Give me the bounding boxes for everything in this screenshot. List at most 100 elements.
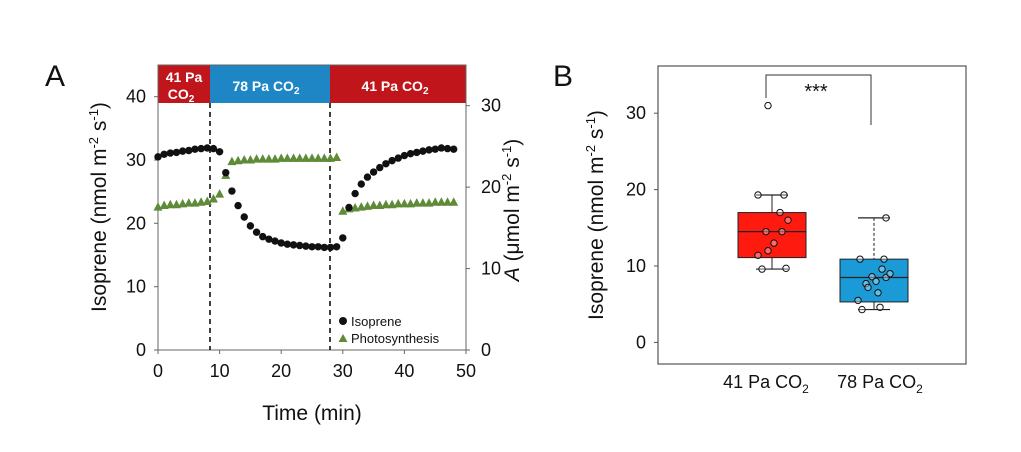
- isoprene-point: [437, 144, 446, 152]
- photosynthesis-point: [325, 153, 335, 162]
- isoprene-point: [308, 243, 316, 251]
- isoprene-point: [160, 150, 168, 158]
- isoprene-point: [295, 241, 304, 250]
- category-label-41: 41 Pa CO2: [723, 372, 809, 396]
- photosynthesis-point: [202, 196, 212, 205]
- panel-a-left-y-axis-title: Isoprene (nmol m-2 s-1): [86, 102, 111, 312]
- photosynthesis-point: [165, 199, 175, 209]
- right-y-tick-label: 10: [481, 259, 501, 279]
- photosynthesis-point: [215, 189, 225, 198]
- band-phase-3-label: 41 Pa CO2: [361, 78, 428, 97]
- isoprene-point: [222, 168, 230, 177]
- isoprene-point: [265, 235, 273, 243]
- data-point: [854, 296, 862, 305]
- panel-a-left-y-ticks: 0 10 20 30 40: [126, 87, 158, 360]
- isoprene-point: [419, 147, 427, 155]
- panel-b-data-marks: [737, 101, 909, 314]
- data-point: [758, 265, 766, 273]
- data-point: [858, 305, 866, 314]
- data-point: [876, 303, 884, 311]
- isoprene-point: [345, 203, 353, 212]
- legend-isoprene-marker: [339, 317, 347, 325]
- data-point: [864, 283, 872, 292]
- photosynthesis-point: [399, 198, 409, 208]
- isoprene-point: [234, 201, 242, 210]
- data-point: [880, 255, 888, 263]
- isoprene-point: [259, 232, 267, 241]
- left-y-tick-label: 30: [126, 150, 146, 170]
- photosynthesis-point: [239, 154, 249, 164]
- photosynthesis-point: [406, 198, 416, 208]
- data-point: [780, 191, 788, 199]
- isoprene-point: [351, 189, 359, 198]
- data-point: [874, 289, 882, 297]
- isoprene-point: [425, 146, 433, 154]
- photosynthesis-point: [289, 153, 299, 162]
- photosynthesis-point: [313, 153, 323, 162]
- photosynthesis-point: [276, 153, 286, 162]
- isoprene-point: [326, 243, 335, 252]
- isoprene-point: [357, 180, 365, 188]
- isoprene-point: [283, 240, 292, 248]
- b-y-tick-label: 20: [626, 180, 646, 200]
- photosynthesis-point: [350, 203, 360, 212]
- left-y-tick-label: 0: [136, 340, 146, 360]
- panel-a-plot-frame: [157, 64, 467, 351]
- data-point: [886, 269, 894, 278]
- isoprene-point: [252, 228, 261, 236]
- isoprene-point: [191, 145, 199, 153]
- photosynthesis-point: [412, 198, 422, 207]
- x-tick-label: 50: [456, 361, 476, 381]
- box-iqr: [839, 258, 909, 303]
- data-point: [770, 239, 778, 247]
- isoprene-point: [240, 213, 248, 221]
- isoprene-point: [154, 153, 162, 161]
- isoprene-point: [394, 154, 402, 162]
- category-label-78: 78 Pa CO2: [837, 372, 923, 396]
- isoprene-point: [203, 144, 211, 152]
- data-point: [878, 265, 886, 273]
- photosynthesis-point: [436, 197, 446, 206]
- right-y-tick-label: 0: [481, 340, 491, 360]
- photosynthesis-point: [387, 199, 397, 209]
- isoprene-point: [289, 241, 298, 249]
- photosynthesis-point: [424, 198, 434, 207]
- legend-photosynthesis-label: Photosynthesis: [351, 331, 440, 346]
- significance-marker: ***: [804, 81, 828, 103]
- photosynthesis-point: [178, 198, 188, 208]
- data-point: [754, 251, 762, 260]
- legend-isoprene-label: Isoprene: [351, 314, 402, 329]
- photosynthesis-point: [252, 154, 262, 163]
- data-point: [868, 273, 876, 281]
- panel-a-x-ticks: 0 10 20 30 40 50: [153, 350, 476, 381]
- photosynthesis-point: [227, 156, 237, 166]
- isoprene-point: [413, 148, 421, 157]
- panel-a-letter: A: [45, 60, 65, 93]
- isoprene-point: [178, 147, 187, 155]
- photosynthesis-point: [295, 153, 305, 162]
- data-point: [764, 247, 772, 255]
- isoprene-point: [339, 234, 347, 242]
- photosynthesis-point: [375, 200, 385, 210]
- data-point: [882, 214, 890, 222]
- photosynthesis-point: [319, 153, 329, 162]
- photosynthesis-point: [443, 197, 453, 206]
- x-tick-label: 40: [394, 361, 414, 381]
- photosynthesis-point: [282, 153, 292, 162]
- band-phase-1: [158, 65, 210, 103]
- panel-b-y-ticks: 0 10 20 30: [626, 103, 658, 352]
- legend-photosynthesis-marker: [338, 334, 348, 342]
- photosynthesis-point: [233, 155, 243, 165]
- photosynthesis-point: [258, 154, 268, 163]
- band-phase-2: [210, 65, 330, 103]
- photosynthesis-point: [270, 154, 280, 163]
- photosynthesis-point: [159, 200, 169, 210]
- photosynthesis-point: [449, 197, 459, 206]
- photosynthesis-point: [418, 198, 428, 207]
- photosynthesis-point: [196, 197, 206, 206]
- b-y-tick-label: 0: [636, 332, 646, 352]
- isoprene-point: [406, 149, 415, 158]
- panel-a: A 41 Pa CO2 78 Pa CO2 41 Pa CO2 0 10 20 …: [45, 60, 524, 425]
